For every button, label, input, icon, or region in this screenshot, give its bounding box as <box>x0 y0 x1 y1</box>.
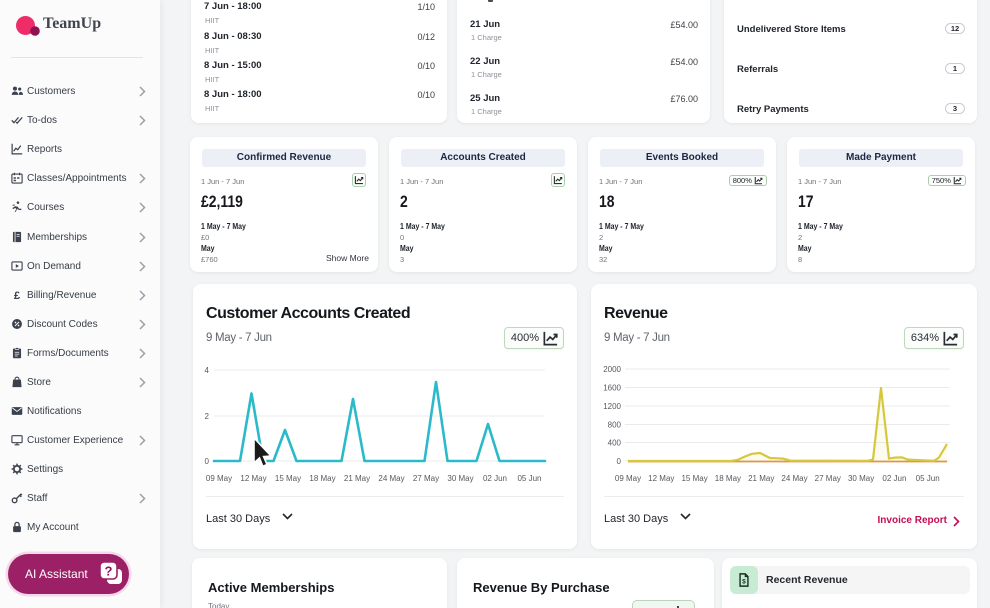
svg-text:12 May: 12 May <box>240 474 266 483</box>
svg-text:02 Jun: 02 Jun <box>483 474 507 483</box>
svg-text:15 May: 15 May <box>681 474 707 483</box>
svg-text:0: 0 <box>617 457 622 466</box>
svg-text:27 May: 27 May <box>815 474 841 483</box>
svg-text:02 Jun: 02 Jun <box>882 474 906 483</box>
svg-text:09 May: 09 May <box>206 474 232 483</box>
svg-text:0: 0 <box>205 457 210 466</box>
svg-text:18 May: 18 May <box>715 474 741 483</box>
svg-text:2000: 2000 <box>603 365 621 374</box>
svg-text:12 May: 12 May <box>648 474 674 483</box>
svg-text:30 May: 30 May <box>848 474 874 483</box>
svg-text:400: 400 <box>608 439 622 448</box>
svg-text:09 May: 09 May <box>615 474 641 483</box>
svg-text:24 May: 24 May <box>781 474 807 483</box>
svg-text:2: 2 <box>205 412 210 421</box>
svg-text:21 May: 21 May <box>344 474 370 483</box>
svg-text:21 May: 21 May <box>748 474 774 483</box>
svg-text:800: 800 <box>608 421 622 430</box>
svg-text:?: ? <box>105 564 113 579</box>
svg-text:15 May: 15 May <box>275 474 301 483</box>
svg-text:18 May: 18 May <box>309 474 335 483</box>
svg-text:1200: 1200 <box>603 402 621 411</box>
svg-text:$: $ <box>742 579 746 586</box>
svg-text:1600: 1600 <box>603 384 621 393</box>
svg-text:05 Jun: 05 Jun <box>916 474 940 483</box>
svg-text:£: £ <box>14 290 21 301</box>
svg-text:30 May: 30 May <box>447 474 473 483</box>
svg-text:4: 4 <box>205 366 210 375</box>
svg-text:05 Jun: 05 Jun <box>517 474 541 483</box>
svg-text:27 May: 27 May <box>413 474 439 483</box>
svg-text:24 May: 24 May <box>378 474 404 483</box>
